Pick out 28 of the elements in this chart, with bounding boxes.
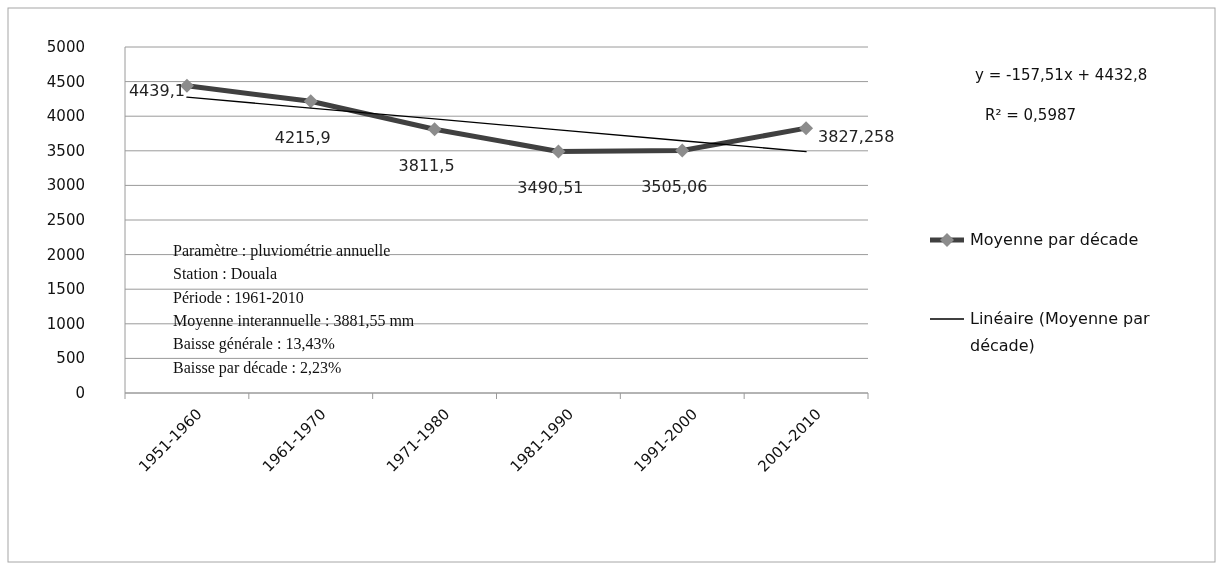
y-tick-label: 500 [56, 349, 85, 368]
line-series [186, 96, 807, 153]
data-label: 3505,06 [641, 177, 708, 197]
y-tick-label: 5000 [46, 38, 85, 56]
data-label: 4215,9 [274, 128, 331, 148]
text: y = -157,51x + 4432,8 [975, 66, 1148, 84]
legend-label: Moyenne par décade [970, 230, 1139, 249]
y-tick-label: 3500 [46, 141, 85, 160]
data-label: 3811,5 [398, 156, 455, 176]
y-tick-label: 2500 [46, 211, 85, 229]
data-label: 3827,258 [818, 127, 895, 147]
annotation: Moyenne interannuelle : 3881,55 mm [173, 311, 415, 330]
annotation: Période : 1961-2010 [173, 288, 304, 306]
data-label: 3490,51 [517, 178, 584, 198]
y-tick-label: 1500 [46, 280, 85, 299]
y-tick-label: 3000 [46, 176, 85, 195]
y-tick-label: 4000 [46, 107, 85, 126]
legend-label: Linéaire (Moyenne par décade) [970, 309, 1151, 355]
y-tick-label: 2000 [46, 245, 85, 264]
text: R² = 0,5987 [985, 106, 1077, 124]
annotation: Station : Douala [173, 265, 277, 283]
y-tick-label: 1000 [46, 314, 85, 333]
annotation: Baisse par décade : 2,23% [173, 358, 342, 377]
y-tick-label: 4500 [46, 72, 85, 91]
annotation: Baisse générale : 13,43% [173, 335, 335, 354]
y-tick-label: 0 [75, 384, 85, 402]
data-label: 4439,1 [128, 80, 185, 100]
annotation: Paramètre : pluviométrie annuelle [173, 242, 391, 260]
